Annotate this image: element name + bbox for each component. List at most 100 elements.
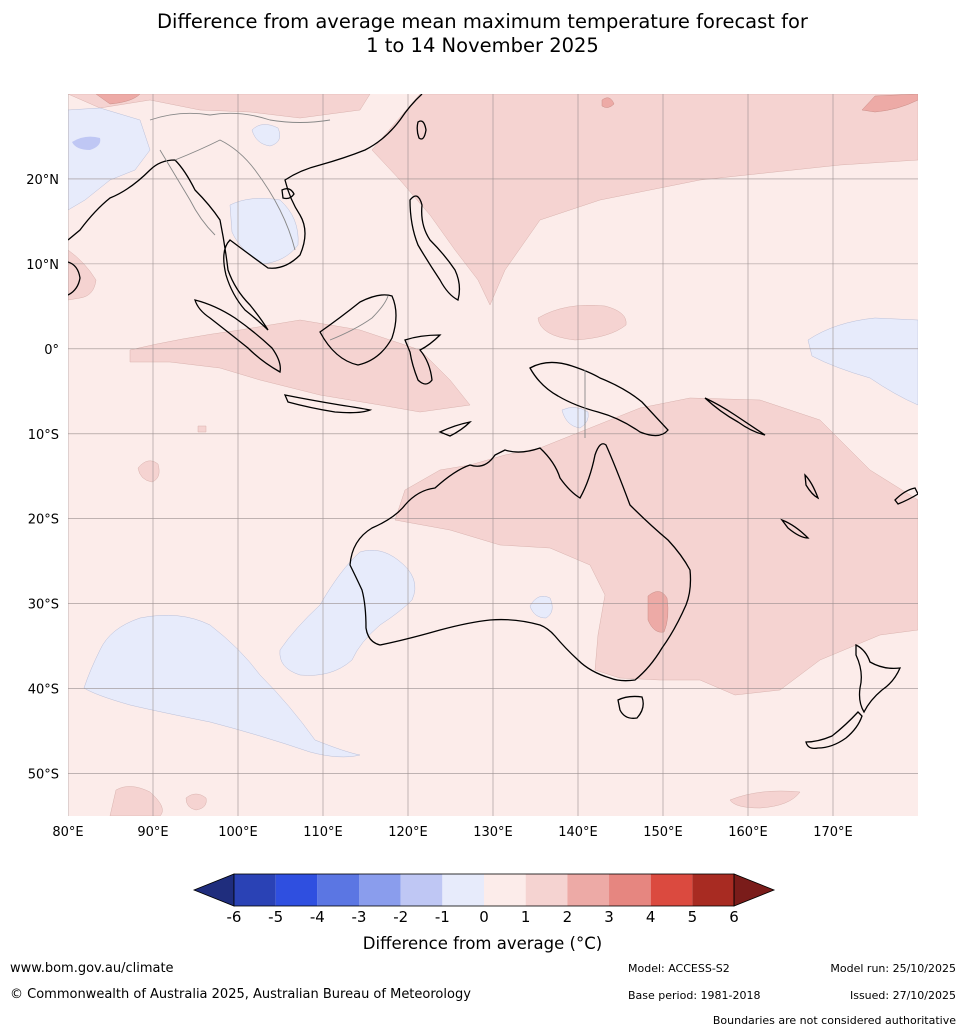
cool-region-pacific-east	[807, 317, 918, 406]
colorbar-tick-label: -1	[435, 908, 450, 926]
colorbar-tick-label: -4	[310, 908, 325, 926]
cool-region-png	[561, 407, 589, 429]
warm-region-australia-png	[394, 397, 918, 696]
coastline-new-zealand-north	[855, 643, 902, 714]
lat-label: 30°S	[28, 598, 59, 613]
colorbar	[192, 873, 776, 907]
lon-label: 140°E	[558, 825, 598, 840]
colorbar-frame	[233, 873, 735, 907]
coastline-india	[68, 261, 81, 296]
coastline-solomons	[704, 397, 766, 436]
lat-label: 20°S	[28, 513, 59, 528]
warm-region-equatorial-pacific	[537, 304, 627, 341]
lat-label: 40°S	[28, 683, 59, 698]
colorbar-tick-labels: -6 -5 -4 -3 -2 -1 0 1 2 3 4 5 6	[227, 908, 739, 926]
lon-label: 90°E	[137, 825, 168, 840]
lat-label: 10°S	[28, 428, 59, 443]
colorbar-segment	[609, 874, 651, 906]
footer-copyright: © Commonwealth of Australia 2025, Austra…	[10, 987, 471, 1002]
colorbar-tick-label: -5	[268, 908, 283, 926]
cool-region-west-australia	[279, 550, 416, 676]
warm-region-small-west	[197, 425, 207, 433]
footer-disclaimer: Boundaries are not considered authoritat…	[712, 1014, 956, 1027]
colorbar-tick-label: 0	[479, 908, 489, 926]
title-line-1: Difference from average mean maximum tem…	[157, 10, 808, 33]
coastline-borneo	[319, 294, 397, 366]
warm-anomaly-regions	[68, 94, 918, 816]
coastline-philippines	[409, 195, 461, 301]
colorbar-segment	[525, 874, 568, 906]
colorbar-segment	[359, 874, 401, 906]
colorbar-tick-label: -6	[227, 908, 242, 926]
chart-title: Difference from average mean maximum tem…	[0, 10, 965, 58]
coastline-fiji	[894, 487, 918, 505]
coastline-taiwan	[416, 120, 427, 140]
lon-label: 110°E	[303, 825, 343, 840]
coastline-new-caledonia	[780, 518, 810, 539]
lat-label: 10°N	[26, 258, 59, 273]
footer-base-period: Base period: 1981-2018	[628, 989, 761, 1002]
colorbar-segment	[650, 874, 693, 906]
lon-label: 150°E	[643, 825, 683, 840]
colorbar-segment	[400, 874, 443, 906]
colorbar-segment	[442, 874, 485, 906]
lon-label: 80°E	[52, 825, 83, 840]
colorbar-tick-label: 1	[521, 908, 531, 926]
border-china	[149, 112, 331, 123]
footer-model-run: Model run: 25/10/2025	[830, 962, 956, 975]
colorbar-segment	[567, 874, 610, 906]
colorbar-segment	[317, 874, 360, 906]
map-area	[68, 94, 918, 816]
colorbar-segment	[234, 874, 276, 906]
coastline-timor	[438, 420, 472, 437]
footer-website: www.bom.gov.au/climate	[10, 961, 174, 976]
country-borders	[149, 112, 586, 438]
lon-label: 100°E	[218, 825, 258, 840]
coastline-new-guinea	[529, 361, 669, 437]
colorbar-tick-label: -2	[393, 908, 408, 926]
warm-region-sri-lanka	[68, 249, 97, 301]
graticule	[68, 94, 918, 816]
warm-region-pacific-north	[371, 94, 918, 306]
longitude-labels: 80°E 90°E 100°E 110°E 120°E 130°E 140°E 150°E 16…	[52, 825, 852, 840]
strong-cool-bangladesh	[72, 136, 101, 150]
warm-region-south-2	[185, 793, 207, 811]
lat-label: 0°	[44, 343, 59, 358]
colorbar-title: Difference from average (°C)	[362, 934, 603, 953]
colorbar-tick-label: 2	[563, 908, 573, 926]
colorbar-tick-label: 4	[646, 908, 656, 926]
strong-warm-nw-pacific	[861, 94, 918, 113]
border-borneo	[329, 295, 389, 341]
strong-warm-china	[95, 94, 141, 105]
coastline-australia	[349, 443, 692, 682]
lat-label: 20°N	[26, 173, 59, 188]
colorbar-extend-high	[733, 873, 776, 907]
warm-region-south-1	[109, 786, 163, 816]
coastline-new-zealand-south	[805, 711, 863, 750]
coastline-sumatra	[194, 299, 281, 374]
colorbar-segment	[692, 874, 735, 906]
colorbar-tick-label: 5	[688, 908, 698, 926]
cool-region-india-east	[68, 107, 151, 211]
footer-issued: Issued: 27/10/2025	[849, 989, 956, 1002]
lat-label: 50°S	[28, 768, 59, 783]
warm-region-indonesia	[129, 319, 471, 413]
colorbar-segment	[484, 874, 526, 906]
coastline-tasmania	[617, 695, 644, 719]
title-line-2: 1 to 14 November 2025	[366, 34, 599, 57]
latitude-labels: 20°N 10°N 0° 10°S 20°S 30°S 40°S 50°S	[26, 173, 59, 783]
strong-warm-pacific-islet	[601, 97, 615, 108]
colorbar-tick-label: -3	[352, 908, 367, 926]
coastline-vanuatu	[804, 473, 820, 500]
lon-label: 160°E	[728, 825, 768, 840]
coastline-sulawesi	[404, 334, 442, 385]
border-myanmar	[159, 149, 216, 236]
cool-region-south-china	[251, 124, 280, 147]
footer-model: Model: ACCESS-S2	[628, 962, 730, 975]
lon-label: 130°E	[473, 825, 513, 840]
colorbar-tick-label: 6	[729, 908, 739, 926]
warm-region-china	[68, 94, 371, 119]
lon-label: 120°E	[388, 825, 428, 840]
colorbar-extend-low	[192, 873, 235, 907]
